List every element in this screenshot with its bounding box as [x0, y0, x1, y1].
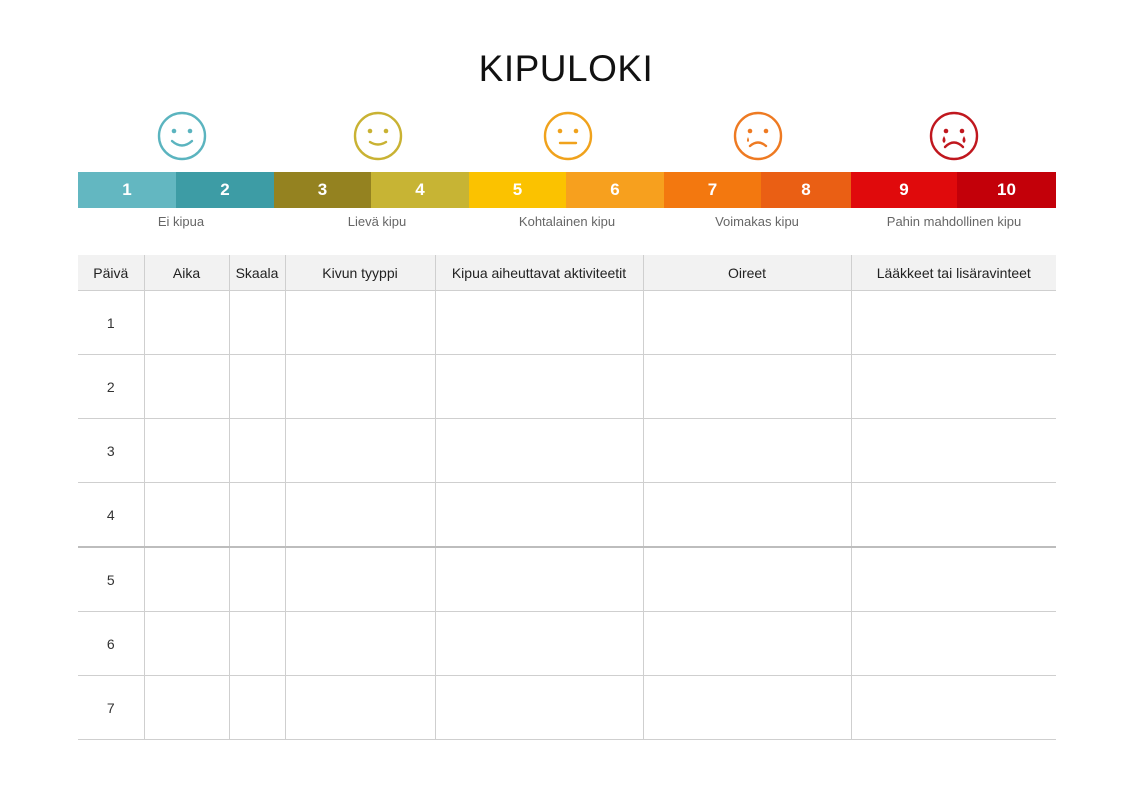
day-cell: 6 [78, 611, 144, 676]
scale-cell[interactable] [228, 675, 285, 740]
scale-value: 6 [610, 180, 620, 199]
sad-face-icon [732, 110, 784, 162]
day-cell: 1 [78, 290, 144, 355]
time-cell[interactable] [143, 354, 229, 419]
symptoms-cell[interactable] [642, 547, 851, 612]
scale-value: 1 [122, 180, 132, 199]
day-cell: 7 [78, 675, 144, 740]
medication-cell[interactable] [850, 675, 1056, 740]
pain-type-cell[interactable] [284, 611, 435, 676]
activities-cell[interactable] [434, 418, 643, 483]
time-cell[interactable] [143, 482, 229, 548]
activities-cell[interactable] [434, 482, 643, 548]
symptoms-cell[interactable] [642, 290, 851, 355]
table-row: 2 [78, 354, 1056, 419]
scale-cell[interactable] [228, 482, 285, 548]
symptoms-cell[interactable] [642, 611, 851, 676]
medication-cell[interactable] [850, 547, 1056, 612]
scale-segment-7: 7 [664, 172, 761, 208]
activities-cell[interactable] [434, 547, 643, 612]
header-activities: Kipua aiheuttavat aktiviteetit [434, 255, 643, 291]
scale-cell[interactable] [228, 418, 285, 483]
pain-type-cell[interactable] [284, 354, 435, 419]
medication-cell[interactable] [850, 290, 1056, 355]
activities-cell[interactable] [434, 354, 643, 419]
pain-type-cell[interactable] [284, 482, 435, 548]
scale-value: 5 [512, 180, 523, 199]
pain-faces [78, 110, 1056, 164]
scale-value: 4 [415, 180, 425, 199]
scale-value: 3 [317, 180, 328, 199]
activities-cell[interactable] [434, 675, 643, 740]
symptoms-cell[interactable] [642, 482, 851, 548]
symptoms-cell[interactable] [642, 418, 851, 483]
time-cell[interactable] [143, 675, 229, 740]
medication-cell[interactable] [850, 611, 1056, 676]
header-scale: Skaala [228, 255, 285, 291]
medication-cell[interactable] [850, 482, 1056, 548]
table-row: 6 [78, 611, 1056, 676]
scale-segment-9: 9 [851, 172, 957, 208]
scale-cell[interactable] [228, 290, 285, 355]
pain-type-cell[interactable] [284, 418, 435, 483]
table-row: 3 [78, 418, 1056, 483]
header-time: Aika [143, 255, 229, 291]
scale-segment-5: 5 [469, 172, 566, 208]
neutral-face-icon [542, 110, 594, 162]
scale-cell[interactable] [228, 354, 285, 419]
day-cell: 3 [78, 418, 144, 483]
time-cell[interactable] [143, 611, 229, 676]
day-cell: 2 [78, 354, 144, 419]
time-cell[interactable] [143, 418, 229, 483]
scale-segment-4: 4 [371, 172, 469, 208]
scale-value: 8 [801, 180, 811, 199]
symptoms-cell[interactable] [642, 354, 851, 419]
scale-value: 10 [997, 180, 1016, 199]
page-title: KIPULOKI [478, 48, 654, 89]
crying-face-icon [928, 110, 980, 162]
happy-face-icon [156, 110, 208, 162]
pain-log-table: Päivä Aika Skaala Kivun tyyppi Kipua aih… [78, 255, 1056, 740]
scale-value: 9 [899, 180, 909, 199]
scale-segment-10: 10 [957, 172, 1056, 208]
scale-segment-1: 1 [78, 172, 176, 208]
pain-type-cell[interactable] [284, 290, 435, 355]
scale-label-no-pain: Ei kipua [157, 214, 205, 229]
scale-label-mild: Lievä kipu [347, 214, 407, 229]
symptoms-cell[interactable] [642, 675, 851, 740]
day-cell: 5 [78, 547, 144, 612]
scale-segment-6: 6 [566, 172, 664, 208]
time-cell[interactable] [143, 547, 229, 612]
header-day: Päivä [78, 255, 144, 291]
scale-value: 7 [707, 180, 718, 199]
slight-smile-face-icon [352, 110, 404, 162]
table-row: 5 [78, 547, 1056, 612]
scale-labels: Ei kipua Lievä kipu Kohtalainen kipu Voi… [78, 214, 1056, 232]
scale-label-moderate: Kohtalainen kipu [518, 214, 616, 229]
pain-type-cell[interactable] [284, 547, 435, 612]
scale-label-worst: Pahin mahdollinen kipu [886, 214, 1022, 229]
scale-value: 2 [220, 180, 230, 199]
table-row: 4 [78, 482, 1056, 548]
scale-segment-2: 2 [176, 172, 274, 208]
header-pain-type: Kivun tyyppi [284, 255, 435, 291]
table-row: 7 [78, 675, 1056, 740]
header-symptoms: Oireet [642, 255, 851, 291]
scale-label-severe: Voimakas kipu [715, 214, 799, 229]
scale-segment-3: 3 [274, 172, 371, 208]
scale-cell[interactable] [228, 611, 285, 676]
day-cell: 4 [78, 482, 144, 548]
medication-cell[interactable] [850, 354, 1056, 419]
table-row: 1 [78, 290, 1056, 355]
pain-type-cell[interactable] [284, 675, 435, 740]
time-cell[interactable] [143, 290, 229, 355]
medication-cell[interactable] [850, 418, 1056, 483]
header-medication: Lääkkeet tai lisäravinteet [850, 255, 1056, 291]
scale-cell[interactable] [228, 547, 285, 612]
scale-segment-8: 8 [761, 172, 851, 208]
activities-cell[interactable] [434, 290, 643, 355]
table-header-row: Päivä Aika Skaala Kivun tyyppi Kipua aih… [78, 255, 1056, 291]
pain-scale-bar: 1 2 3 4 5 6 7 8 9 10 [78, 172, 1056, 208]
activities-cell[interactable] [434, 611, 643, 676]
